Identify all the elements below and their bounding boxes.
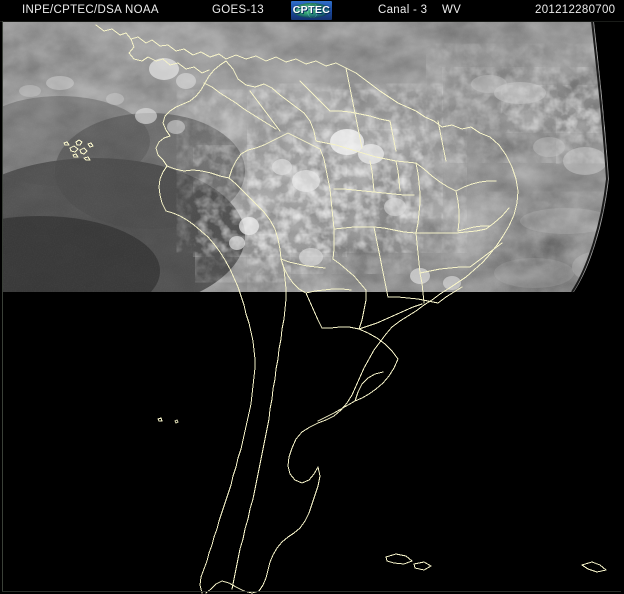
satellite-imagery (0, 21, 624, 594)
daylight-region (2, 21, 609, 292)
image-header-bar: INPE/CPTEC/DSA NOAA GOES-13 CPTEC Canal … (0, 0, 624, 21)
network-label: NOAA (125, 4, 159, 16)
image-frame-bottom (2, 591, 621, 592)
cptec-logo-icon: CPTEC (291, 1, 332, 20)
earth-limb-edge (571, 21, 609, 293)
cptec-logo-text: CPTEC (292, 4, 331, 16)
image-frame-top (0, 21, 624, 22)
band-label: WV (442, 4, 462, 16)
agency-label: INPE/CPTEC/DSA (22, 4, 123, 16)
terminator-night-region (0, 292, 624, 594)
timestamp-label: 201212280700 (535, 4, 616, 16)
globe-icon (293, 3, 330, 18)
falkland-islands (385, 553, 432, 571)
image-frame-left (2, 21, 3, 592)
satellite-label: GOES-13 (212, 4, 264, 16)
earth-limb-space (574, 21, 624, 292)
south-atlantic-island (581, 561, 607, 573)
juan-fernandez-islands (157, 417, 179, 424)
galapagos-islands (63, 139, 94, 161)
channel-label: Canal - 3 (378, 4, 428, 16)
coastline-overlay (63, 24, 607, 594)
satellite-image-canvas (0, 21, 624, 594)
